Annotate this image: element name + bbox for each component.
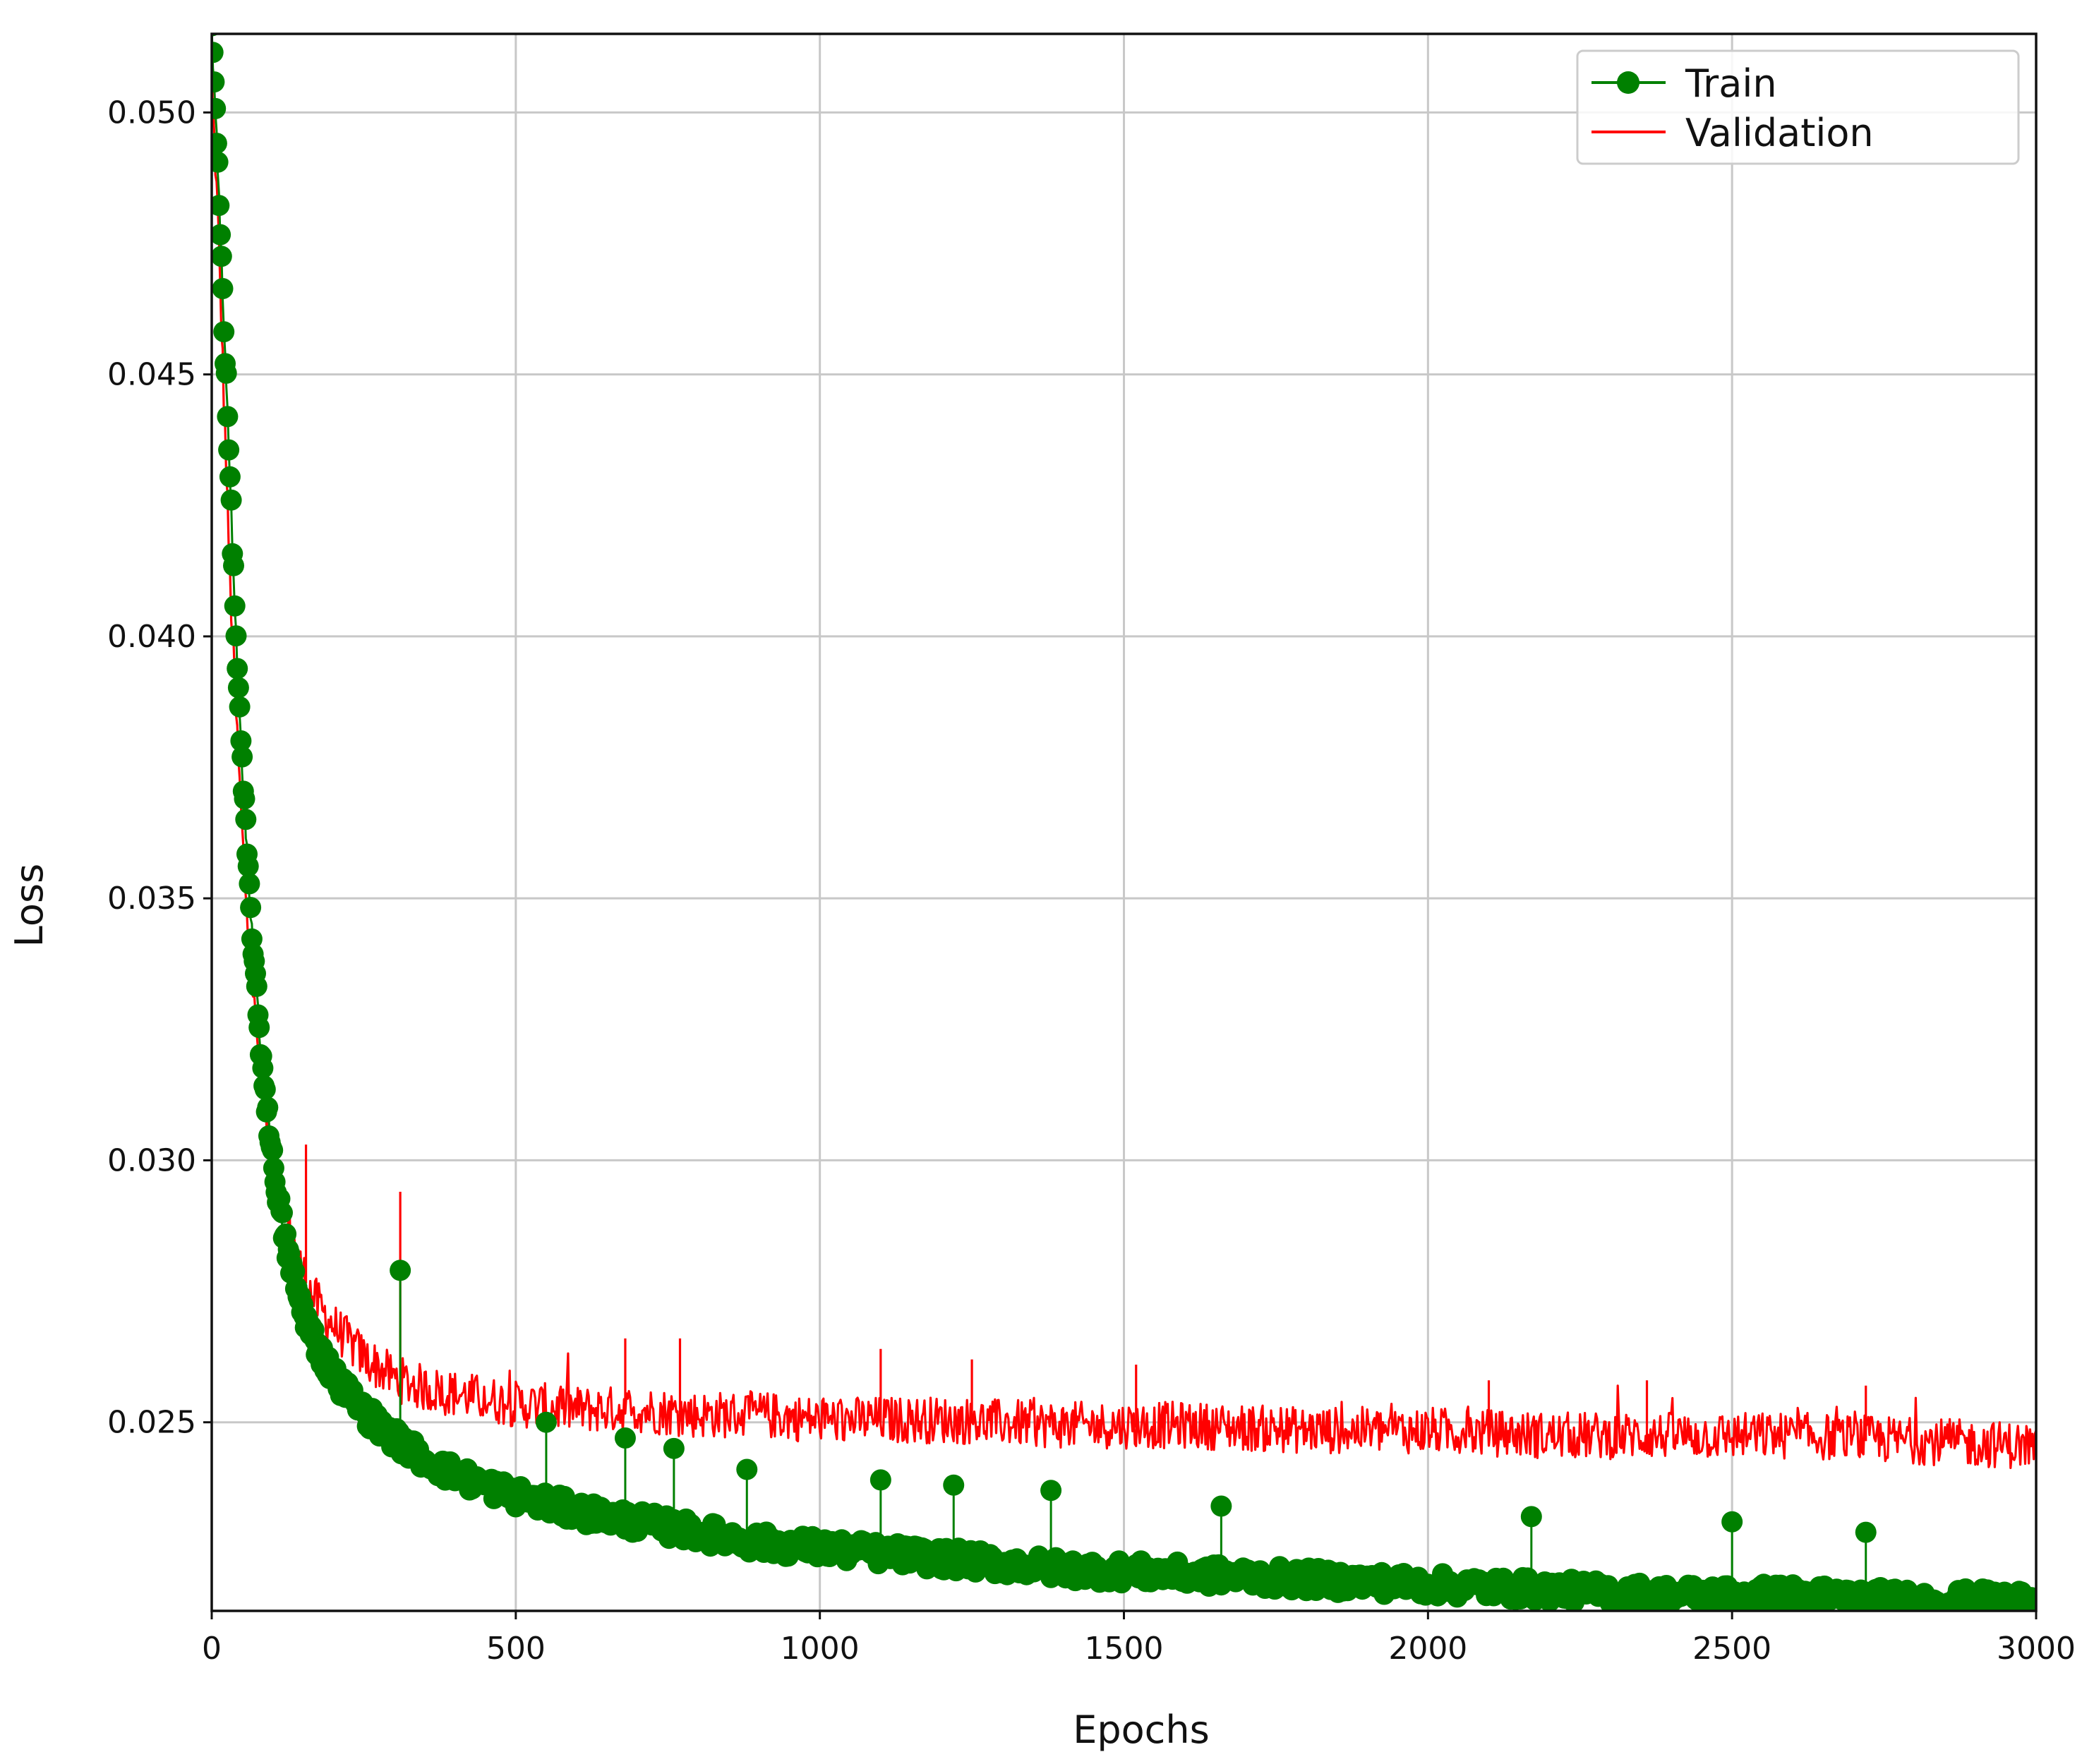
train-point (262, 1140, 284, 1161)
train-point (212, 133, 227, 155)
x-tick-label: 3000 (1997, 1631, 2076, 1667)
train-point (248, 1017, 270, 1039)
x-axis-label: Epochs (1073, 1708, 1209, 1752)
train-point (246, 975, 267, 997)
legend-validation-label: Validation (1685, 111, 1874, 155)
train-point (215, 362, 237, 384)
y-tick-label: 0.025 (107, 1405, 196, 1441)
y-tick-label: 0.045 (107, 357, 196, 393)
y-tick-label: 0.030 (107, 1142, 196, 1178)
y-tick-label: 0.035 (107, 881, 196, 917)
train-point (234, 788, 255, 810)
train-point (1855, 1521, 1877, 1543)
legend-train-marker (1617, 71, 1639, 94)
train-point (212, 278, 234, 299)
train-point (212, 42, 224, 64)
x-tick-label: 1000 (781, 1631, 860, 1667)
train-point (241, 928, 263, 950)
train-point (212, 97, 227, 119)
train-point (239, 873, 260, 895)
train-point (614, 1427, 636, 1449)
train-point (219, 466, 241, 488)
train-point (1210, 1495, 1232, 1517)
train-point (224, 595, 246, 617)
x-tick-label: 500 (486, 1631, 546, 1667)
train-point (284, 1260, 306, 1282)
train-point (252, 1057, 274, 1079)
train-point (227, 658, 248, 679)
train-point (212, 224, 231, 246)
train-point (230, 730, 252, 751)
x-tick-label: 2000 (1388, 1631, 1467, 1667)
x-tick-label: 2500 (1692, 1631, 1771, 1667)
legend-box (1576, 49, 2020, 165)
train-point (229, 696, 251, 718)
train-point (943, 1474, 965, 1496)
legend-train-label: Train (1685, 61, 1777, 106)
train-point (1721, 1511, 1743, 1533)
train-point (213, 321, 235, 343)
train-point (869, 1469, 891, 1491)
train-point (212, 71, 225, 93)
train-point (218, 439, 240, 461)
x-tick-label: 0 (202, 1631, 222, 1667)
train-point (231, 746, 253, 768)
train-point (390, 1259, 411, 1281)
train-point (1520, 1506, 1542, 1528)
legend: Train Validation (1576, 49, 2020, 165)
x-tick-label: 1500 (1085, 1631, 1164, 1667)
plot-area (212, 34, 2036, 1611)
train-point (663, 1437, 685, 1459)
train-point (220, 489, 242, 511)
train-point (240, 897, 262, 919)
train-point (272, 1202, 293, 1224)
train-point (227, 677, 249, 699)
y-axis-label: Loss (7, 864, 52, 947)
train-point (254, 1078, 276, 1100)
y-tick-label: 0.050 (107, 95, 196, 131)
train-point (235, 809, 257, 830)
train-point (1040, 1480, 1062, 1502)
ticks: 0 500 1000 1500 2000 2500 3000 0.025 0.030 0.035 0… (107, 95, 2076, 1667)
train-point (212, 246, 232, 267)
train-point (225, 625, 247, 647)
train-point (212, 195, 230, 217)
train-point (237, 855, 259, 877)
train-point (217, 406, 239, 428)
train-point (553, 1485, 575, 1507)
train-point (257, 1097, 279, 1118)
train-point (223, 555, 244, 576)
train-point (2026, 1592, 2036, 1611)
y-tick-label: 0.040 (107, 619, 196, 655)
train-point (212, 151, 229, 173)
validation-series-line (212, 78, 2036, 1469)
train-point (535, 1411, 557, 1433)
train-point (736, 1458, 758, 1480)
